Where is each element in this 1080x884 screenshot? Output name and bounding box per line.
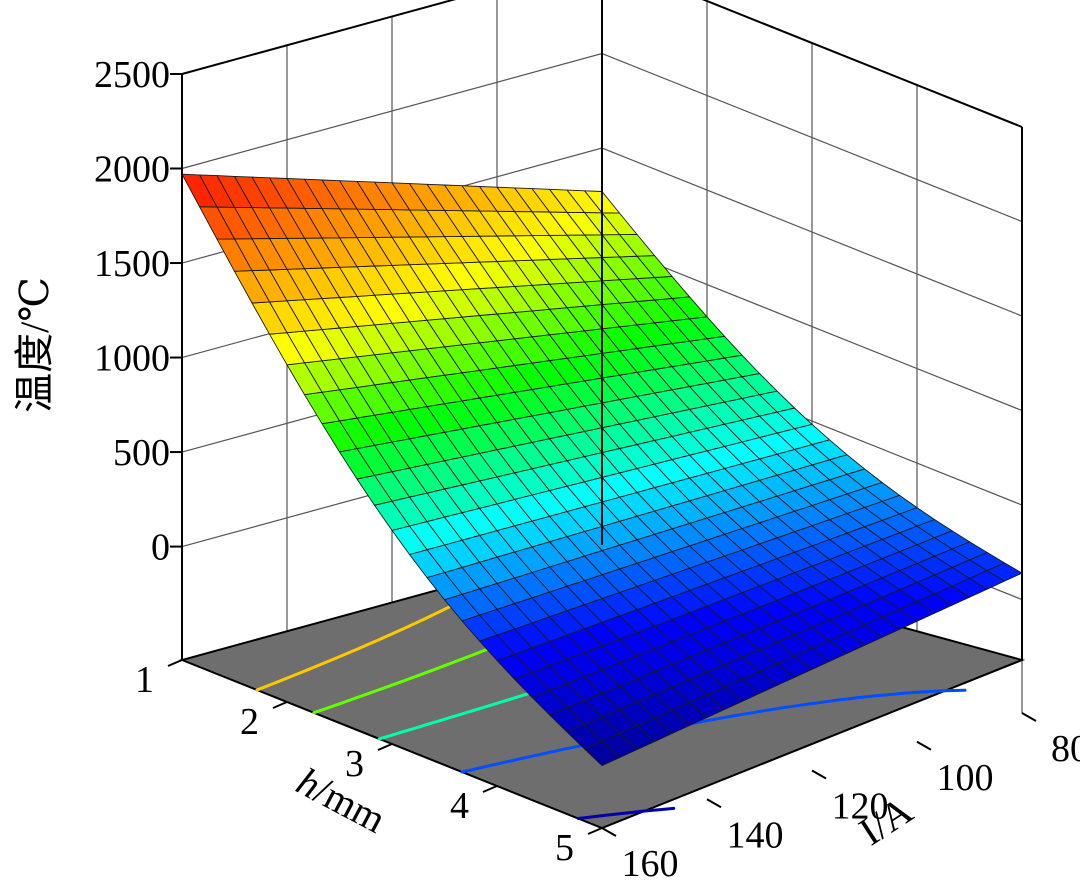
surface-cell [181, 173, 218, 208]
i-tick-label: 100 [937, 757, 994, 799]
contour-line [576, 806, 676, 820]
h-tick [482, 785, 498, 793]
h-tick-label: 2 [240, 701, 259, 743]
h-tick-label: 1 [135, 659, 154, 701]
h-tick-label: 3 [345, 743, 364, 785]
z-tick-label: 2000 [94, 149, 170, 191]
z-tick-label: 1000 [94, 338, 170, 380]
h-tick [587, 827, 603, 835]
axis-lines [167, 0, 1037, 837]
top-frame-line [181, 0, 1023, 128]
i-tick [706, 798, 722, 809]
tick-labels: 0 500 1000 1500 2000 2500 1 2 3 4 5 80 100 120 140 160 [94, 54, 1080, 884]
z-axis-label: 温度/℃ [12, 277, 57, 413]
i-tick-label: 160 [622, 843, 679, 879]
i-tick-label: 80 [1051, 728, 1080, 770]
z-tick-label: 1500 [94, 243, 170, 285]
i-tick [1021, 712, 1037, 722]
z-tick-label: 0 [151, 527, 170, 569]
i-tick [916, 740, 932, 751]
i-tick [601, 827, 617, 837]
h-tick [167, 659, 183, 667]
z-tick-label: 2500 [94, 54, 170, 96]
x-axis-label: h/mm [290, 758, 394, 842]
i-tick-label: 120 [832, 786, 889, 828]
h-tick-label: 5 [555, 827, 574, 869]
h-tick [272, 701, 288, 709]
h-tick [377, 743, 393, 751]
i-tick-label: 140 [727, 814, 784, 856]
i-tick [811, 769, 827, 780]
z-tick-label: 500 [113, 432, 170, 474]
h-tick-label: 4 [450, 785, 469, 827]
